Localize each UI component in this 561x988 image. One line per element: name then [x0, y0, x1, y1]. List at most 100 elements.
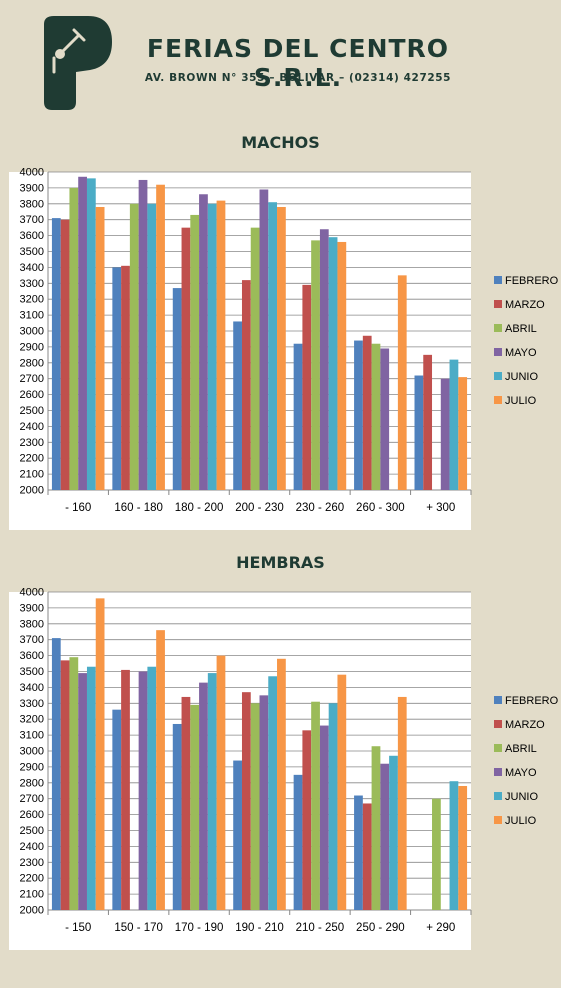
bar-marzo-5 — [302, 284, 312, 490]
legend-swatch — [494, 816, 502, 824]
bar-febrero-5 — [293, 774, 303, 910]
y-tick-label: 2900 — [20, 761, 44, 773]
bar-mayo-3 — [199, 682, 208, 910]
y-tick-label: 4000 — [20, 587, 44, 599]
y-tick-label: 3500 — [20, 666, 44, 678]
bar-junio-2 — [147, 666, 157, 910]
x-tick-label: 170 - 190 — [175, 922, 224, 934]
bar-mayo-7 — [440, 378, 450, 490]
y-tick-label: 3400 — [20, 262, 44, 274]
bar-febrero-2 — [112, 709, 122, 910]
y-tick-label: 2600 — [20, 389, 44, 401]
bar-mayo-2 — [138, 671, 148, 910]
bar-junio-5 — [328, 703, 338, 910]
y-tick-label: 3600 — [20, 650, 44, 662]
y-tick-label: 3400 — [20, 682, 44, 694]
legend-label-mayo: MAYO — [505, 767, 537, 779]
bar-febrero-1 — [51, 218, 61, 491]
bar-mayo-6 — [380, 763, 390, 910]
y-tick-label: 2100 — [20, 889, 44, 901]
y-tick-label: 2300 — [20, 857, 44, 869]
bar-junio-4 — [268, 676, 278, 910]
y-tick-label: 2100 — [20, 469, 44, 481]
bar-julio-4 — [277, 206, 286, 491]
x-tick-label: 200 - 230 — [235, 502, 284, 514]
bar-abril-6 — [371, 343, 381, 490]
bar-julio-1 — [95, 598, 105, 910]
bar-marzo-4 — [241, 692, 251, 910]
y-tick-label: 2400 — [20, 421, 44, 433]
bar-marzo-5 — [302, 730, 312, 910]
bar-mayo-1 — [78, 673, 87, 910]
y-tick-label: 2000 — [20, 485, 44, 497]
bar-mayo-3 — [199, 194, 208, 490]
bar-febrero-7 — [414, 375, 424, 490]
bar-julio-2 — [156, 184, 165, 490]
bar-abril-3 — [190, 704, 200, 910]
legend-label-junio: JUNIO — [505, 371, 538, 383]
bar-abril-1 — [69, 657, 79, 910]
legend-swatch — [494, 300, 502, 308]
bar-julio-3 — [216, 200, 226, 490]
bar-julio-3 — [216, 655, 226, 910]
bar-mayo-2 — [138, 179, 148, 490]
legend-swatch — [494, 768, 502, 776]
x-tick-label: - 150 — [65, 922, 91, 934]
legend-swatch — [494, 720, 502, 728]
legend-label-julio: JULIO — [505, 395, 537, 407]
y-tick-label: 3300 — [20, 698, 44, 710]
chart-title-machos: MACHOS — [241, 133, 320, 152]
y-tick-label: 2200 — [20, 873, 44, 885]
y-tick-label: 3900 — [20, 602, 44, 614]
y-tick-label: 3100 — [20, 310, 44, 322]
header: FERIAS DEL CENTRO S.R.L. AV. BROWN N° 35… — [0, 0, 561, 118]
y-tick-label: 3200 — [20, 294, 44, 306]
legend-swatch — [494, 348, 502, 356]
bar-mayo-4 — [259, 695, 269, 910]
y-tick-label: 3700 — [20, 634, 44, 646]
bar-mayo-4 — [259, 189, 269, 491]
bar-julio-6 — [397, 275, 407, 490]
bar-abril-4 — [250, 227, 260, 490]
bar-marzo-7 — [423, 354, 433, 490]
bar-marzo-1 — [60, 219, 70, 490]
bar-febrero-2 — [112, 267, 122, 490]
bar-abril-5 — [311, 240, 320, 490]
bar-julio-4 — [277, 658, 286, 910]
y-tick-label: 3500 — [20, 246, 44, 258]
bar-febrero-1 — [51, 638, 61, 910]
x-tick-label: 260 - 300 — [356, 502, 405, 514]
y-tick-label: 2900 — [20, 341, 44, 353]
y-tick-label: 2700 — [20, 373, 44, 385]
y-tick-label: 2300 — [20, 437, 44, 449]
bar-marzo-6 — [362, 335, 372, 490]
chart-title-hembras: HEMBRAS — [236, 553, 325, 572]
bar-julio-1 — [95, 206, 105, 491]
bar-mayo-1 — [78, 176, 87, 490]
bar-abril-5 — [311, 701, 320, 910]
y-tick-label: 2000 — [20, 905, 44, 917]
y-tick-label: 3000 — [20, 746, 44, 758]
bar-julio-2 — [156, 630, 165, 910]
bar-junio-1 — [86, 666, 96, 910]
bar-junio-7 — [449, 781, 459, 910]
bar-febrero-6 — [354, 340, 363, 490]
x-tick-label: 230 - 260 — [296, 502, 345, 514]
legend-label-febrero: FEBRERO — [505, 275, 559, 287]
bar-junio-7 — [449, 359, 459, 490]
bar-marzo-2 — [121, 265, 130, 490]
x-tick-label: 180 - 200 — [175, 502, 224, 514]
bar-mayo-5 — [319, 229, 329, 490]
bar-junio-2 — [147, 203, 157, 491]
y-tick-label: 3900 — [20, 182, 44, 194]
y-tick-label: 3300 — [20, 278, 44, 290]
bar-julio-5 — [337, 241, 347, 490]
bar-marzo-3 — [181, 227, 191, 490]
legend-label-junio: JUNIO — [505, 791, 538, 803]
legend-label-julio: JULIO — [505, 815, 537, 827]
bar-junio-1 — [86, 178, 96, 491]
x-tick-label: 150 - 170 — [114, 922, 163, 934]
y-tick-label: 4000 — [20, 167, 44, 179]
legend-label-abril: ABRIL — [505, 323, 537, 335]
legend-label-abril: ABRIL — [505, 743, 537, 755]
